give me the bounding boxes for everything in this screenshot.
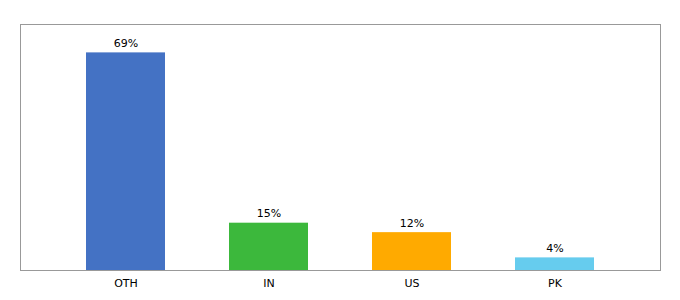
svg-text:69%: 69%	[114, 37, 138, 50]
svg-text:4%: 4%	[546, 242, 563, 255]
svg-text:PK: PK	[548, 277, 563, 290]
svg-text:US: US	[404, 277, 419, 290]
svg-text:IN: IN	[263, 277, 274, 290]
svg-text:OTH: OTH	[114, 277, 138, 290]
svg-text:12%: 12%	[400, 217, 424, 230]
svg-text:15%: 15%	[257, 207, 281, 220]
